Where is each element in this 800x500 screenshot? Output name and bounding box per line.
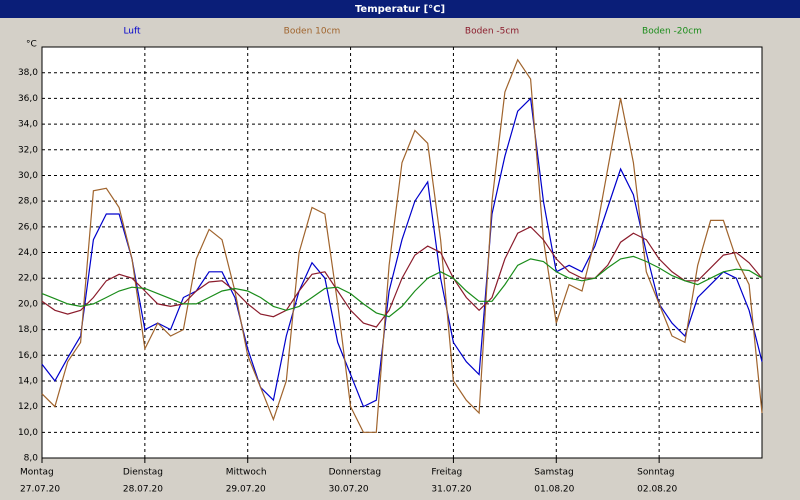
x-tick-label: Freitag xyxy=(431,468,462,478)
y-tick-label: 20,0 xyxy=(18,299,38,309)
y-tick-label: 16,0 xyxy=(18,351,38,361)
x-date-label: 30.07.20 xyxy=(329,485,369,495)
title-bar xyxy=(0,0,800,18)
series-line xyxy=(41,255,763,318)
x-tick-label: Dienstag xyxy=(123,468,163,478)
y-axis-unit: °C xyxy=(26,40,37,50)
x-tick-label: Samstag xyxy=(534,468,573,478)
series-line xyxy=(41,226,763,328)
y-tick-label: 18,0 xyxy=(18,325,38,335)
y-tick-label: 8,0 xyxy=(24,454,39,464)
y-tick-label: 22,0 xyxy=(18,274,38,284)
x-date-label: 01.08.20 xyxy=(534,485,574,495)
legend-label: Boden -20cm xyxy=(642,27,702,37)
y-tick-label: 12,0 xyxy=(18,402,38,412)
x-tick-label: Donnerstag xyxy=(329,468,382,478)
x-date-label: 29.07.20 xyxy=(226,485,266,495)
legend-label: Luft xyxy=(123,27,141,37)
x-date-label: 02.08.20 xyxy=(637,485,677,495)
y-tick-label: 24,0 xyxy=(18,248,38,258)
y-tick-label: 32,0 xyxy=(18,145,38,155)
y-tick-label: 30,0 xyxy=(18,171,38,181)
series-line xyxy=(41,58,763,433)
y-tick-label: 14,0 xyxy=(18,376,38,386)
x-tick-label: Sonntag xyxy=(637,468,674,478)
x-tick-label: Mittwoch xyxy=(226,468,267,478)
y-tick-label: 10,0 xyxy=(18,428,38,438)
y-tick-label: 34,0 xyxy=(18,120,38,130)
x-tick-label: Montag xyxy=(20,468,54,478)
y-tick-label: 38,0 xyxy=(18,68,38,78)
x-date-label: 27.07.20 xyxy=(20,485,60,495)
y-tick-label: 28,0 xyxy=(18,197,38,207)
x-date-label: 31.07.20 xyxy=(431,485,471,495)
y-tick-label: 26,0 xyxy=(18,222,38,232)
legend-label: Boden -5cm xyxy=(465,27,519,37)
x-date-label: 28.07.20 xyxy=(123,485,163,495)
legend-label: Boden 10cm xyxy=(284,27,341,37)
y-tick-label: 36,0 xyxy=(18,94,38,104)
chart-title: Temperatur [°C] xyxy=(355,4,445,15)
